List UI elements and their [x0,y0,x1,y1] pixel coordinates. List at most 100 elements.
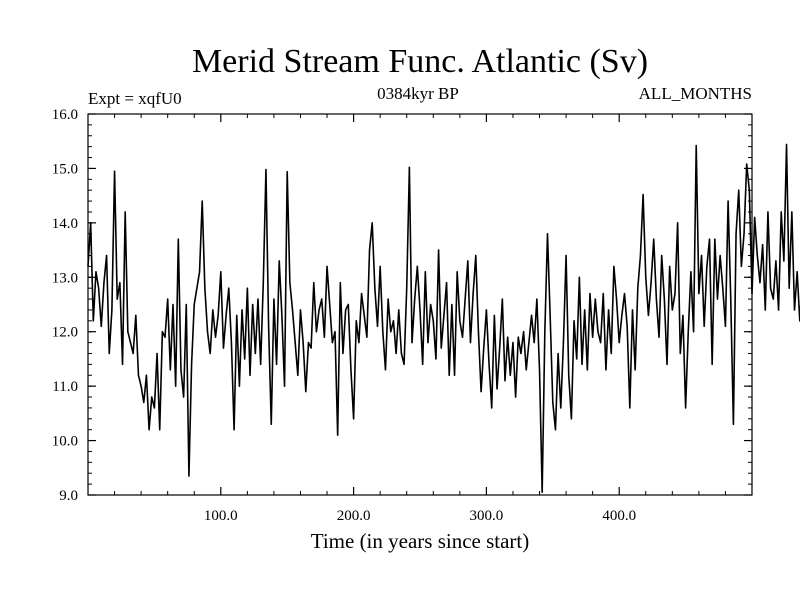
data-point [700,254,703,257]
data-point [395,352,397,355]
data-point [305,390,307,393]
data-point [533,342,535,344]
data-point [690,271,692,273]
data-point [379,265,381,267]
data-point [453,374,456,376]
data-point [674,293,676,295]
data-point [225,314,227,316]
y-tick-label: 9.0 [59,488,78,504]
data-point [578,276,580,278]
data-point [528,342,530,344]
data-point [653,238,655,240]
data-point [374,287,376,289]
data-point [467,260,469,262]
y-tick-label: 11.0 [52,379,78,395]
data-point [100,325,102,327]
data-point [695,144,697,147]
data-point [299,309,302,311]
data-point [456,271,458,273]
data-point [289,282,291,284]
data-point [129,342,132,344]
y-tick-label: 14.0 [52,216,78,232]
data-point [326,265,328,267]
data-point [767,211,769,213]
data-point [116,298,118,300]
data-point [469,342,472,344]
data-point [437,249,440,251]
data-point [92,320,94,322]
y-axis: 9.0 10.0 11.0 12.0 13.0 14.0 15.0 16.0 [52,107,752,504]
data-point [217,314,219,316]
data-point [485,309,487,311]
data-point [358,342,360,344]
data-point [214,336,217,338]
data-point [411,342,413,344]
x-axis: 100.0 200.0 300.0 400.0 [114,114,726,524]
data-point [315,331,318,333]
data-point [475,254,477,257]
data-point [594,298,596,300]
data-point [615,298,618,300]
data-point [666,363,668,365]
data-point [403,363,405,365]
data-point [281,314,283,316]
data-point [669,265,671,267]
x-axis-label: Time (in years since start) [311,529,530,553]
data-point [655,298,657,300]
x-tick-label: 300.0 [470,508,504,524]
data-point [246,287,248,289]
data-point [241,309,243,311]
data-point [708,238,711,240]
data-point [376,325,379,327]
y-tick-label: 10.0 [52,434,78,450]
data-point [297,374,299,376]
data-point [769,287,772,289]
data-point [185,303,187,306]
data-point [687,331,689,333]
data-point [137,374,140,376]
data-point [321,298,323,300]
y-tick-label: 15.0 [52,161,78,177]
data-point [448,374,450,376]
data-point [552,401,554,404]
data-point [183,396,185,398]
data-point [193,303,195,306]
data-point [414,298,416,300]
data-point [132,352,134,355]
data-point [432,320,434,322]
data-point [642,193,644,196]
data-point [209,352,211,355]
data-point [262,282,264,284]
data-point [634,369,636,371]
data-point [626,325,628,327]
data-point [682,314,684,316]
data-point [538,369,541,371]
data-point [501,298,503,300]
data-point [164,336,166,338]
data-point [105,254,108,257]
data-point [546,233,549,235]
data-point [302,342,304,344]
data-point [785,143,788,146]
data-point [180,369,182,371]
data-point [254,352,256,355]
data-point [177,238,179,240]
x-tick-label: 100.0 [204,508,238,524]
data-point [570,418,572,420]
data-point [597,331,599,333]
data-point [650,282,652,284]
data-point [711,363,713,365]
data-point [135,314,137,316]
data-point [360,293,363,295]
data-point [108,352,110,355]
data-point [371,222,373,224]
experiment-label: Expt = xqfU0 [88,89,182,108]
data-point [772,298,774,300]
data-point [273,298,275,300]
data-point [568,374,570,376]
data-point [764,309,766,311]
data-point [746,163,748,165]
data-point [342,352,344,355]
data-point [238,385,240,387]
data-point [581,363,583,365]
